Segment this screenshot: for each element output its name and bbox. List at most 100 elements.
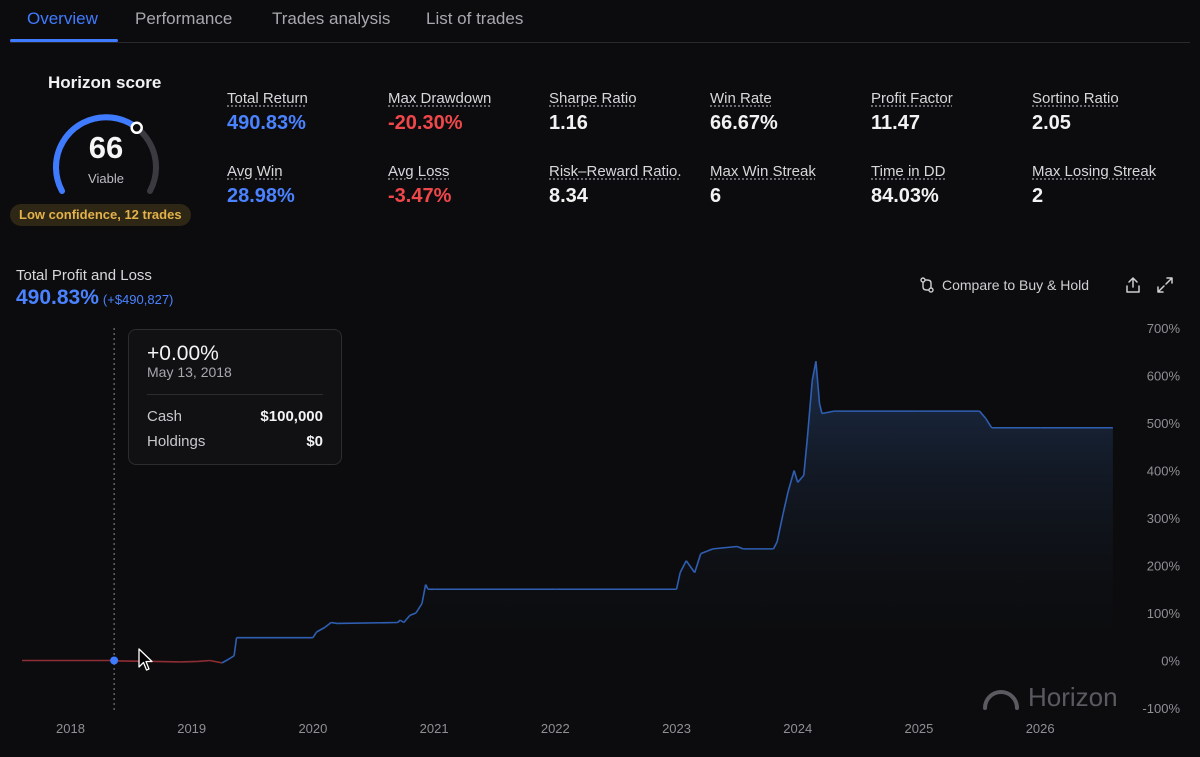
metric-value: 84.03%	[871, 185, 939, 207]
y-tick-label: 500%	[1147, 416, 1181, 431]
pnl-line-segment	[978, 410, 987, 419]
y-tick-label: 700%	[1147, 321, 1181, 336]
y-tick-label: 400%	[1147, 464, 1181, 479]
metric-total-return[interactable]: Total Return 490.83%	[227, 90, 308, 135]
metric-risk-reward-ratio[interactable]: Risk–Reward Ratio. 8.34	[549, 163, 682, 208]
x-tick-label: 2022	[541, 721, 570, 736]
pnl-line-segment	[700, 550, 708, 555]
x-tick-label: 2020	[298, 721, 327, 736]
tab-bar: Overview Performance Trades analysis Lis…	[10, 0, 1190, 43]
chart-tooltip: +0.00% May 13, 2018 Cash $100,000 Holdin…	[128, 329, 342, 465]
metric-sortino-ratio[interactable]: Sortino Ratio 2.05	[1032, 90, 1119, 135]
pnl-line-segment	[424, 584, 429, 590]
metric-max-losing-streak[interactable]: Max Losing Streak 2	[1032, 163, 1156, 208]
pnl-line-segment	[403, 614, 411, 624]
x-tick-label: 2021	[420, 721, 449, 736]
metric-sharpe-ratio[interactable]: Sharpe Ratio 1.16	[549, 90, 637, 135]
score-title: Horizon score	[48, 73, 162, 92]
metric-label: Sortino Ratio	[1032, 90, 1119, 107]
score-value: 66	[88, 130, 124, 165]
metric-label: Avg Loss	[388, 163, 450, 180]
metric-label: Max Win Streak	[710, 163, 816, 180]
metric-max-win-streak[interactable]: Max Win Streak 6	[710, 163, 816, 208]
pnl-line-segment	[233, 637, 238, 656]
pnl-chart[interactable]: 700% 600% 500% 400% 300% 200% 100% 0% -100% 2018 2…	[0, 310, 1200, 757]
horizon-logo-icon	[983, 689, 1019, 710]
metric-value: 1.16	[549, 112, 588, 134]
pnl-line-segment	[409, 612, 417, 617]
metric-value: 8.34	[549, 185, 588, 207]
x-tick-label: 2023	[662, 721, 691, 736]
metric-label: Risk–Reward Ratio.	[549, 163, 682, 180]
pnl-line-segment	[324, 621, 332, 628]
tooltip-divider	[147, 394, 323, 395]
pnl-line-segment	[312, 631, 318, 639]
metric-label: Profit Factor	[871, 90, 953, 107]
tab-overview[interactable]: Overview	[27, 9, 98, 28]
metric-max-drawdown[interactable]: Max Drawdown -20.30%	[388, 90, 491, 135]
pnl-line-segment	[330, 621, 338, 625]
pnl-line-segment	[197, 659, 210, 663]
metric-win-rate[interactable]: Win Rate 66.67%	[710, 90, 778, 135]
metric-value: 28.98%	[227, 185, 295, 207]
compare-buy-hold-button[interactable]: Compare to Buy & Hold	[919, 277, 1089, 293]
share-icon[interactable]	[1124, 276, 1142, 294]
pnl-line-segment	[399, 619, 405, 624]
pnl-line-segment	[227, 655, 235, 661]
pnl-line-segment	[772, 541, 778, 550]
pnl-line-segment	[415, 603, 423, 614]
tooltip-row-value: $100,000	[260, 408, 323, 425]
pnl-line-segment	[397, 619, 401, 624]
watermark-text: Horizon	[1028, 682, 1118, 712]
metric-avg-win[interactable]: Avg Win 28.98%	[227, 163, 295, 208]
x-tick-label: 2026	[1026, 721, 1055, 736]
tooltip-row-label: Cash	[147, 408, 183, 425]
x-tick-label: 2024	[783, 721, 812, 736]
pnl-line-segment	[706, 548, 714, 552]
metric-label: Total Return	[227, 90, 308, 107]
y-tick-label: 200%	[1147, 559, 1181, 574]
pnl-line-segment	[811, 361, 817, 381]
y-tick-label: -100%	[1142, 701, 1180, 716]
pnl-line-segment	[782, 491, 789, 514]
score-gauge	[53, 114, 159, 194]
compare-label: Compare to Buy & Hold	[942, 277, 1090, 293]
pnl-line-segment	[787, 470, 795, 493]
x-tick-label: 2018	[56, 721, 85, 736]
x-tick-label: 2025	[904, 721, 933, 736]
pnl-percent: 490.83%	[16, 286, 99, 309]
pnl-line-segment	[421, 584, 427, 604]
metric-time-in-dd[interactable]: Time in DD 84.03%	[871, 163, 945, 208]
metric-avg-loss[interactable]: Avg Loss -3.47%	[388, 163, 451, 208]
tooltip-date: May 13, 2018	[147, 364, 232, 380]
metric-value: 2.05	[1032, 112, 1071, 134]
metric-profit-factor[interactable]: Profit Factor 11.47	[871, 90, 953, 135]
metric-label: Sharpe Ratio	[549, 90, 637, 107]
pnl-line-segment	[337, 621, 398, 625]
x-tick-label: 2019	[177, 721, 206, 736]
pnl-line-segment	[221, 658, 229, 664]
metric-label: Avg Win	[227, 163, 283, 180]
tab-list-of-trades[interactable]: List of trades	[426, 9, 524, 28]
tooltip-row-value: $0	[306, 433, 323, 450]
confidence-badge: Low confidence, 12 trades	[10, 204, 191, 226]
metric-value: 6	[710, 185, 722, 207]
pnl-line-segment	[793, 470, 799, 483]
y-tick-label: 600%	[1147, 369, 1181, 384]
tab-performance[interactable]: Performance	[135, 9, 233, 28]
pnl-line-segment	[685, 560, 696, 574]
tooltip-row-label: Holdings	[147, 433, 206, 450]
pnl-line-segment	[818, 403, 823, 414]
tab-trades-analysis[interactable]: Trades analysis	[272, 9, 391, 28]
pnl-line-segment	[803, 437, 809, 476]
score-label: Viable	[88, 171, 124, 186]
pnl-line-segment	[736, 545, 744, 550]
pnl-line-segment	[712, 545, 738, 550]
expand-icon[interactable]	[1156, 276, 1174, 294]
hover-point	[110, 656, 119, 665]
y-tick-label: 100%	[1147, 606, 1181, 621]
compare-arrows-icon	[920, 277, 934, 293]
metric-label: Max Losing Streak	[1032, 163, 1157, 180]
tooltip-value: +0.00%	[147, 342, 219, 365]
pnl-line-segment	[316, 626, 326, 633]
